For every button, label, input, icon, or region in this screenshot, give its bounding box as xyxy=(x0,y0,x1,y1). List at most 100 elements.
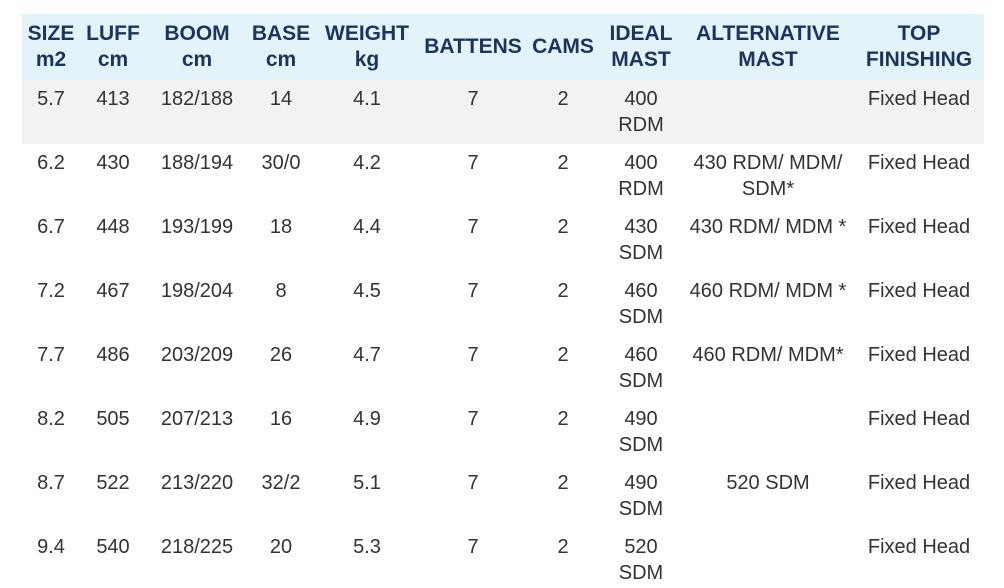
table-cell: 460 RDM/ MDM * xyxy=(689,280,847,302)
table-cell xyxy=(682,528,854,588)
table-cell: 18 xyxy=(269,216,293,238)
table-cell: 520 SDM xyxy=(618,536,664,584)
column-header: SIZE m2 xyxy=(22,14,80,80)
table-cell: 2 xyxy=(557,152,569,174)
table-cell: 16 xyxy=(269,408,293,430)
table-cell: 7 xyxy=(467,216,479,238)
header-line: SIZE xyxy=(27,22,75,45)
table-cell: 400 RDM xyxy=(618,152,664,200)
table-row: 8.7 522 213/220 32/2 5.1 7 2 490 SDM 520 SDM Fixe… xyxy=(22,464,984,528)
table-cell: 203/209 xyxy=(160,344,234,366)
table-cell: 486 xyxy=(96,344,130,366)
table-cell: 207/213 xyxy=(160,408,234,430)
table-cell: 413 xyxy=(80,80,146,144)
table-cell: 182/188 xyxy=(146,80,248,144)
header-line: m2 xyxy=(35,48,67,71)
header-line: LUFF xyxy=(86,22,140,45)
table-cell: 430 SDM xyxy=(618,216,664,264)
table-cell: 2 xyxy=(557,280,569,302)
table-cell: 430 RDM/ MDM/ SDM* xyxy=(693,152,843,200)
table-cell xyxy=(682,80,854,144)
column-header: BASE cm xyxy=(248,14,314,80)
table-cell: 6.7 xyxy=(37,216,65,238)
table-cell: Fixed Head xyxy=(867,216,971,238)
table-cell: Fixed Head xyxy=(867,152,971,174)
table-cell: 4.2 xyxy=(353,152,381,174)
table-cell: 7.2 xyxy=(37,280,65,302)
column-header: BATTENS xyxy=(420,14,526,80)
table-cell: 467 xyxy=(96,280,130,302)
header-line: BOOM xyxy=(164,22,230,45)
table-cell: 460 SDM xyxy=(618,344,664,392)
table-cell: 2 xyxy=(557,536,569,558)
table-row: 7.2 467 198/204 8 4.5 7 2 460 SDM 460 RDM/ MDM *… xyxy=(22,272,984,336)
table-cell: 2 xyxy=(557,344,569,366)
table-cell: 8.7 xyxy=(37,472,65,494)
header-line: cm xyxy=(97,48,129,71)
table-row: 6.7 448 193/199 18 4.4 7 2 430 SDM 430 RDM/ MDM … xyxy=(22,208,984,272)
column-header: TOP FINISHING xyxy=(854,14,984,80)
header-line: cm xyxy=(265,48,297,71)
table-cell: 4.4 xyxy=(353,216,381,238)
table-cell: 198/204 xyxy=(160,280,234,302)
table-cell: 30/0 xyxy=(261,152,301,174)
table-body: 5.7 413 182/188 14 4.1 7 2 400 RDM Fixed Head 6.2… xyxy=(22,80,984,588)
table-cell: 7 xyxy=(467,152,479,174)
column-header: IDEAL MAST xyxy=(600,14,682,80)
table-cell: 430 RDM/ MDM * xyxy=(689,216,847,238)
table-cell: 8 xyxy=(275,280,287,302)
table-cell: 4.9 xyxy=(353,408,381,430)
header-line: cm xyxy=(181,48,213,71)
table-row: 7.7 486 203/209 26 4.7 7 2 460 SDM 460 RDM/ MDM*… xyxy=(22,336,984,400)
table-cell: 20 xyxy=(269,536,293,558)
column-header: BOOM cm xyxy=(146,14,248,80)
table-cell: Fixed Head xyxy=(867,536,971,558)
table-cell: 5.7 xyxy=(22,80,80,144)
header-line: MAST xyxy=(738,48,798,71)
table-cell: 5.3 xyxy=(353,536,381,558)
table-cell: 2 xyxy=(557,472,569,494)
header-line: IDEAL xyxy=(609,22,673,45)
table-cell: 7 xyxy=(420,80,526,144)
table-cell: 7 xyxy=(467,472,479,494)
table-cell: 522 xyxy=(96,472,130,494)
table-cell xyxy=(682,400,854,464)
table-cell: 4.1 xyxy=(314,80,420,144)
header-line: kg xyxy=(354,48,380,71)
table-cell: Fixed Head xyxy=(867,280,971,302)
table-cell: Fixed Head xyxy=(867,472,971,494)
table-cell: 6.2 xyxy=(37,152,65,174)
table-row: 5.7 413 182/188 14 4.1 7 2 400 RDM Fixed Head xyxy=(22,80,984,144)
table-cell: 193/199 xyxy=(160,216,234,238)
table-cell: 4.7 xyxy=(353,344,381,366)
table-row: 9.4 540 218/225 20 5.3 7 2 520 SDM Fixed Head xyxy=(22,528,984,588)
table-cell: 9.4 xyxy=(37,536,65,558)
table-cell: 4.5 xyxy=(353,280,381,302)
column-header: LUFF cm xyxy=(80,14,146,80)
table-cell: 490 SDM xyxy=(618,408,664,456)
table-cell: Fixed Head xyxy=(854,80,984,144)
table-cell: 520 SDM xyxy=(726,472,810,494)
table-cell: 430 xyxy=(96,152,130,174)
table-cell: 7 xyxy=(467,344,479,366)
table-cell: 7 xyxy=(467,408,479,430)
table-cell: 218/225 xyxy=(160,536,234,558)
column-header: ALTERNATIVE MAST xyxy=(682,14,854,80)
header-line: MAST xyxy=(611,48,671,71)
table-cell: 2 xyxy=(557,216,569,238)
table-cell: 460 RDM/ MDM* xyxy=(692,344,844,366)
table-cell: 8.2 xyxy=(37,408,65,430)
table-cell: Fixed Head xyxy=(867,408,971,430)
header-line: TOP xyxy=(897,22,941,45)
header-line: ALTERNATIVE xyxy=(696,22,840,45)
table-cell: 26 xyxy=(269,344,293,366)
table-cell: Fixed Head xyxy=(867,344,971,366)
table-cell: 540 xyxy=(96,536,130,558)
table-cell: 5.1 xyxy=(353,472,381,494)
table-cell: 2 xyxy=(557,408,569,430)
header-line: CAMS xyxy=(532,35,594,58)
table-row: 8.2 505 207/213 16 4.9 7 2 490 SDM Fixed Head xyxy=(22,400,984,464)
table-cell: 2 xyxy=(526,80,600,144)
sail-table: SIZE m2 LUFF cm BOOM cm BASE cm WEIGHT kg BATTENS C… xyxy=(22,14,984,588)
